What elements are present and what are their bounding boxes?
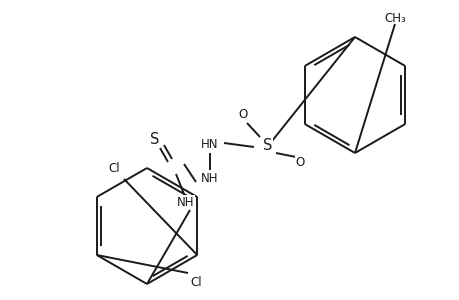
Text: Cl: Cl	[190, 277, 202, 290]
Text: O: O	[238, 109, 247, 122]
Text: CH₃: CH₃	[383, 11, 405, 25]
Text: O: O	[295, 157, 304, 169]
Text: Cl: Cl	[108, 163, 119, 176]
Text: NH: NH	[201, 172, 218, 184]
Text: S: S	[150, 133, 159, 148]
Text: S: S	[263, 137, 272, 152]
Text: HN: HN	[201, 139, 218, 152]
Text: NH: NH	[177, 196, 194, 208]
